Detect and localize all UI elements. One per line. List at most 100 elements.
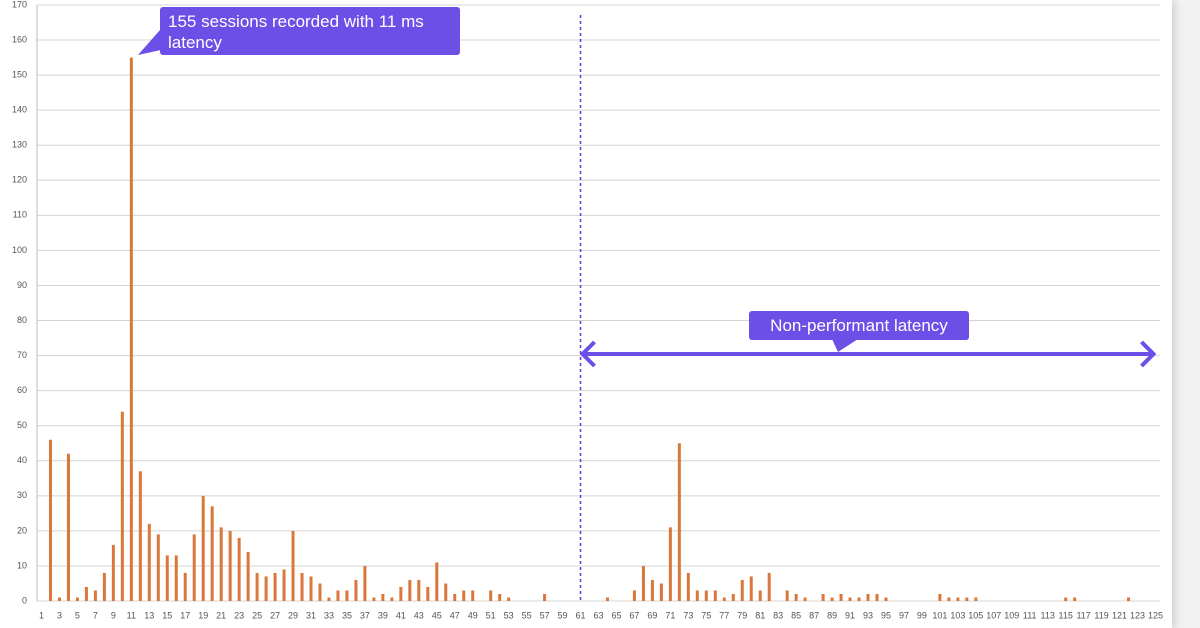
x-tick-label: 5: [75, 610, 80, 620]
bar: [507, 597, 511, 601]
bar: [129, 57, 133, 601]
bar: [264, 576, 268, 601]
x-tick-label: 29: [288, 610, 298, 620]
bar: [767, 572, 771, 601]
bar: [677, 443, 681, 601]
bar: [66, 453, 70, 601]
x-tick-label: 119: [1094, 610, 1108, 620]
bar: [372, 597, 376, 601]
bar: [381, 593, 385, 601]
x-tick-label: 53: [504, 610, 514, 620]
bar: [255, 572, 259, 601]
bar: [345, 590, 349, 601]
x-tick-label: 109: [1004, 610, 1019, 620]
bar: [363, 565, 367, 601]
bar: [758, 590, 762, 601]
x-tick-label: 97: [899, 610, 909, 620]
bar: [237, 537, 241, 601]
bar: [974, 597, 978, 601]
y-tick-label: 20: [17, 525, 27, 535]
bar: [884, 597, 888, 601]
x-tick-label: 93: [863, 610, 873, 620]
bar: [956, 597, 960, 601]
x-tick-label: 61: [576, 610, 586, 620]
bar: [605, 597, 609, 601]
bar: [722, 597, 726, 601]
bar: [93, 590, 97, 601]
callout-pointer: [832, 339, 858, 352]
x-tick-label: 17: [180, 610, 190, 620]
x-tick-label: 79: [737, 610, 747, 620]
bar: [147, 523, 151, 601]
bar: [210, 506, 214, 601]
bar: [84, 586, 88, 601]
x-tick-label: 47: [450, 610, 460, 620]
x-tick-label: 49: [468, 610, 478, 620]
bar: [48, 439, 52, 601]
bar: [659, 583, 663, 601]
x-tick-label: 89: [827, 610, 837, 620]
x-tick-label: 77: [719, 610, 729, 620]
arrow-head: [1140, 340, 1157, 368]
x-tick-label: 41: [396, 610, 406, 620]
y-tick-label: 70: [17, 350, 27, 360]
x-tick-label: 57: [540, 610, 550, 620]
bar: [120, 411, 124, 601]
bar: [282, 569, 286, 601]
x-tick-label: 91: [845, 610, 855, 620]
bar: [785, 590, 789, 601]
x-tick-label: 35: [342, 610, 352, 620]
x-tick-label: 21: [216, 610, 226, 620]
x-tick-label: 25: [252, 610, 262, 620]
bar: [408, 579, 412, 601]
bar: [327, 597, 331, 601]
bar: [848, 597, 852, 601]
bar: [228, 530, 232, 601]
y-tick-label: 40: [17, 455, 27, 465]
bar: [1064, 597, 1068, 601]
bar: [165, 555, 169, 601]
x-tick-label: 65: [611, 610, 621, 620]
x-tick-label: 43: [414, 610, 424, 620]
bar: [354, 579, 358, 601]
x-tick-label: 87: [809, 610, 819, 620]
x-tick-label: 55: [522, 610, 532, 620]
x-tick-label: 115: [1058, 610, 1072, 620]
x-tick-label: 59: [558, 610, 568, 620]
x-tick-label: 111: [1023, 610, 1037, 620]
bar: [471, 590, 475, 601]
bar: [803, 597, 807, 601]
bar: [704, 590, 708, 601]
chart-panel: [0, 0, 1172, 628]
x-tick-label: 103: [950, 610, 965, 620]
x-tick-label: 113: [1041, 610, 1055, 620]
x-tick-label: 15: [162, 610, 172, 620]
bar: [740, 579, 744, 601]
bar: [650, 579, 654, 601]
bar: [273, 572, 277, 601]
bar: [174, 555, 178, 601]
bar: [1127, 597, 1131, 601]
x-tick-label: 81: [755, 610, 765, 620]
bar: [686, 572, 690, 601]
y-tick-label: 100: [12, 245, 27, 255]
bar: [1073, 597, 1077, 601]
bar: [731, 593, 735, 601]
bar: [309, 576, 313, 601]
x-tick-label: 73: [683, 610, 693, 620]
x-tick-label: 45: [432, 610, 442, 620]
x-tick-label: 31: [306, 610, 316, 620]
bar: [938, 593, 942, 601]
y-tick-label: 120: [12, 175, 27, 185]
bar: [695, 590, 699, 601]
bar: [156, 534, 160, 601]
x-tick-label: 13: [144, 610, 154, 620]
bar: [830, 597, 834, 601]
bar: [498, 593, 502, 601]
bar: [713, 590, 717, 601]
x-tick-label: 23: [234, 610, 244, 620]
x-tick-label: 121: [1112, 610, 1127, 620]
bar: [947, 597, 951, 601]
